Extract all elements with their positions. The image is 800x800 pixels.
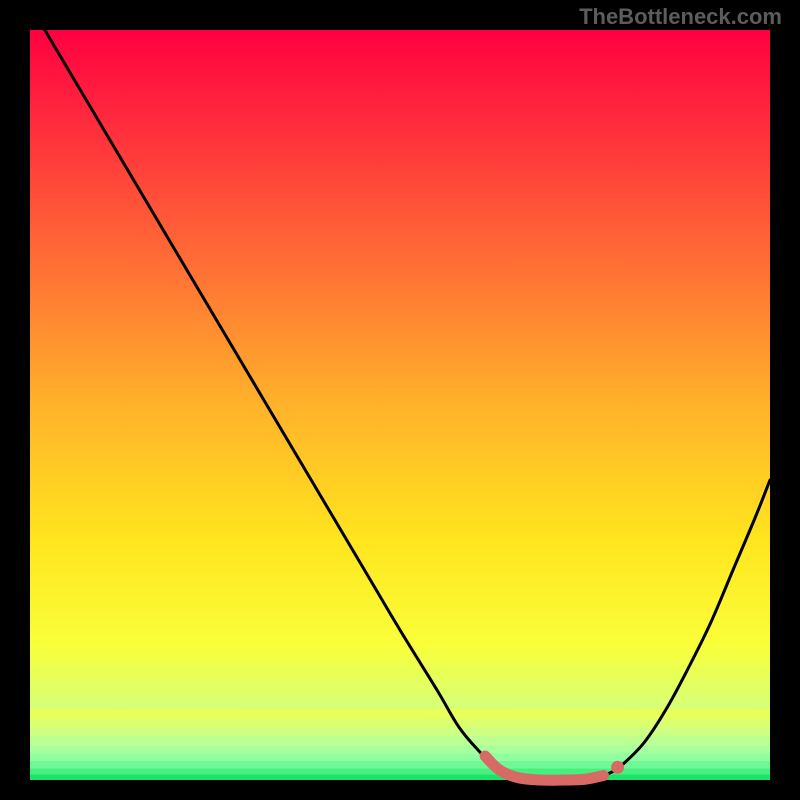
highlight-endpoint-marker bbox=[611, 761, 624, 774]
gradient-band bbox=[30, 769, 770, 775]
gradient-band bbox=[30, 761, 770, 769]
gradient-band bbox=[30, 775, 770, 780]
gradient-band bbox=[30, 754, 770, 762]
bottleneck-chart bbox=[0, 0, 800, 800]
gradient-band bbox=[30, 709, 770, 719]
gradient-band bbox=[30, 737, 770, 746]
gradient-band bbox=[30, 746, 770, 754]
watermark-text: TheBottleneck.com bbox=[579, 4, 782, 30]
gradient-band bbox=[30, 728, 770, 737]
chart-background bbox=[30, 30, 770, 780]
